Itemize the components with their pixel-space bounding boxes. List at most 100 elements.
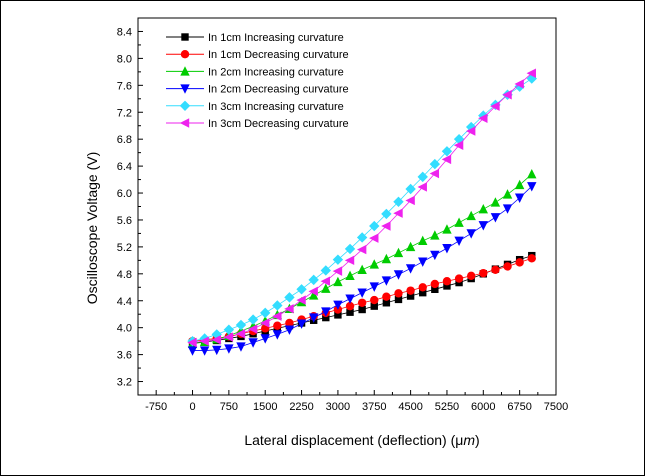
y-tick-label: 4.4 (117, 296, 132, 308)
data-point (502, 204, 513, 214)
data-point (441, 146, 453, 157)
data-point (418, 235, 428, 246)
series-4 (187, 182, 537, 356)
data-point (369, 282, 379, 292)
data-point (478, 221, 489, 231)
legend-label: In 2cm Increasing curvature (208, 66, 344, 78)
data-point (490, 213, 501, 223)
data-point (357, 288, 367, 298)
data-point (393, 270, 404, 280)
data-point (369, 233, 379, 243)
data-point (430, 279, 440, 289)
data-point (308, 313, 319, 323)
legend-label: In 2cm Decreasing curvature (208, 84, 349, 96)
axes: -750 0 750 1500 2250 3000 3750 4500 5250 6000 6750… (117, 17, 568, 413)
data-point (418, 283, 427, 292)
data-point (284, 304, 294, 314)
data-point (320, 265, 331, 276)
x-axis-title-unit: m (463, 432, 475, 448)
data-point (344, 255, 355, 266)
x-tick-label: 6000 (471, 401, 495, 413)
legend-label: In 1cm Decreasing curvature (208, 49, 349, 61)
data-point (393, 208, 403, 218)
x-tick-label: 1500 (253, 401, 277, 413)
data-point (478, 203, 489, 214)
data-point (442, 244, 452, 254)
data-point (454, 274, 464, 283)
data-point (514, 193, 525, 203)
data-point (430, 250, 440, 261)
legend-item: In 2cm Decreasing curvature (166, 84, 349, 96)
data-point (429, 168, 440, 179)
data-point (527, 182, 537, 192)
legend-marker (180, 50, 190, 59)
data-point (514, 179, 525, 190)
x-tick-label: 3750 (362, 401, 386, 413)
data-point (308, 290, 319, 300)
legend-item: In 3cm Increasing curvature (166, 100, 344, 113)
data-point (514, 81, 525, 92)
data-point (491, 265, 500, 274)
data-point (345, 270, 355, 281)
data-point (503, 262, 512, 271)
plot-area (187, 68, 537, 356)
y-tick-label: 7.6 (117, 80, 132, 92)
data-point (453, 140, 464, 150)
data-point (284, 292, 295, 303)
data-point (466, 210, 476, 221)
series-6 (187, 68, 536, 348)
data-point (406, 286, 415, 295)
data-point (199, 336, 209, 346)
data-point (370, 302, 378, 310)
x-tick-label: 6750 (507, 401, 531, 413)
x-tick-label: 3000 (326, 401, 350, 413)
data-point (332, 266, 343, 276)
data-point (346, 308, 354, 316)
y-tick-label: 3.2 (117, 377, 132, 389)
data-point (272, 330, 283, 340)
data-point (454, 217, 464, 227)
x-tick-label: 0 (189, 401, 195, 413)
data-point (199, 346, 210, 356)
data-point (490, 101, 500, 111)
legend-marker (179, 100, 191, 111)
legend-label: In 3cm Increasing curvature (208, 101, 344, 113)
y-tick-label: 5.6 (117, 215, 132, 227)
data-point (345, 301, 355, 311)
data-point (381, 276, 392, 286)
data-point (345, 294, 355, 304)
data-point (285, 318, 294, 328)
series-5 (187, 73, 537, 347)
data-point (334, 311, 342, 319)
data-point (235, 329, 246, 339)
data-point (308, 274, 319, 286)
data-point (187, 337, 197, 348)
data-point (357, 298, 367, 307)
y-tick-label: 5.2 (117, 242, 132, 254)
data-point (442, 224, 452, 234)
data-point (490, 197, 501, 207)
legend-item: In 1cm Increasing curvature (166, 32, 344, 44)
data-point (393, 247, 404, 258)
data-point (419, 288, 427, 297)
data-point (405, 264, 416, 274)
x-tick-label: 4500 (398, 401, 422, 413)
data-point (322, 313, 330, 322)
x-tick-label: -750 (145, 401, 167, 413)
data-point (430, 230, 440, 240)
data-point (260, 318, 270, 328)
legend-item: In 2cm Increasing curvature (166, 66, 344, 78)
legend-marker (180, 84, 190, 94)
data-point (358, 305, 366, 314)
data-point (369, 259, 379, 269)
data-point (442, 277, 452, 286)
data-point (429, 158, 441, 170)
data-point (417, 171, 428, 183)
legend-label: In 3cm Decreasing curvature (208, 118, 349, 130)
data-point (357, 264, 367, 274)
data-point (356, 244, 367, 255)
legend-marker (180, 66, 190, 76)
data-point (272, 311, 282, 321)
y-axis-title: Oscilloscope Voltage (V) (84, 152, 100, 305)
data-point (418, 257, 428, 267)
